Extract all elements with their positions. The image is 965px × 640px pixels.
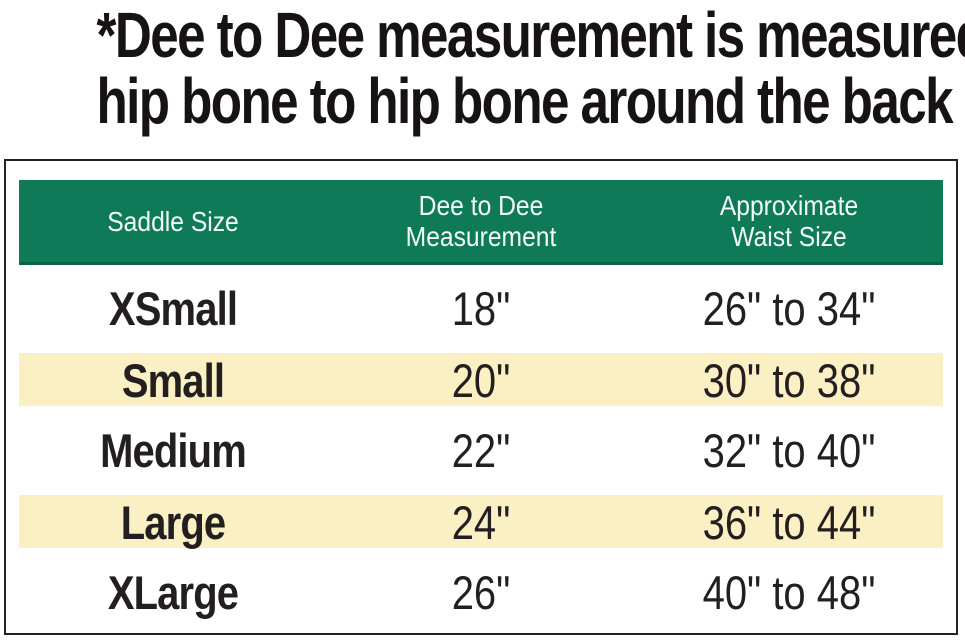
waist-size-cell: 36" to 44" bbox=[702, 496, 876, 549]
column-header-waist-size: Approximate Waist Size bbox=[719, 190, 859, 252]
size-name-cell: Small bbox=[121, 354, 225, 407]
note-heading-line-1: *Dee to Dee measurement is measured bbox=[96, 0, 965, 71]
table-row-xsmall: XSmall 18" 26" to 34" bbox=[19, 273, 943, 344]
column-header-dee-to-dee: Dee to Dee Measurement bbox=[405, 190, 557, 252]
table-row-xlarge: XLarge 26" 40" to 48" bbox=[19, 557, 943, 628]
dee-measurement-cell: 22" bbox=[451, 424, 511, 477]
table-header-row: Saddle Size Dee to Dee Measurement Approx… bbox=[19, 180, 943, 265]
size-name-cell: XSmall bbox=[108, 282, 238, 335]
waist-size-cell: 30" to 38" bbox=[702, 354, 876, 407]
table-row-small: Small 20" 30" to 38" bbox=[19, 344, 943, 415]
note-heading-line-2: hip bone to hip bone around the back bbox=[96, 65, 954, 137]
size-name-cell: XLarge bbox=[107, 566, 239, 619]
waist-size-cell: 26" to 34" bbox=[702, 282, 876, 335]
table-row-large: Large 24" 36" to 44" bbox=[19, 486, 943, 557]
column-header-saddle-size: Saddle Size bbox=[107, 205, 239, 237]
dee-measurement-cell: 20" bbox=[451, 354, 511, 407]
size-name-cell: Large bbox=[120, 496, 226, 549]
waist-size-cell: 32" to 40" bbox=[702, 424, 876, 477]
waist-size-cell: 40" to 48" bbox=[702, 566, 876, 619]
size-name-cell: Medium bbox=[100, 424, 247, 477]
dee-measurement-cell: 26" bbox=[451, 566, 511, 619]
note-heading: *Dee to Dee measurement is measured hip … bbox=[0, 2, 965, 134]
size-chart-table: Saddle Size Dee to Dee Measurement Approx… bbox=[4, 159, 958, 635]
dee-measurement-cell: 18" bbox=[451, 282, 511, 335]
dee-measurement-cell: 24" bbox=[451, 496, 511, 549]
table-row-medium: Medium 22" 32" to 40" bbox=[19, 415, 943, 486]
